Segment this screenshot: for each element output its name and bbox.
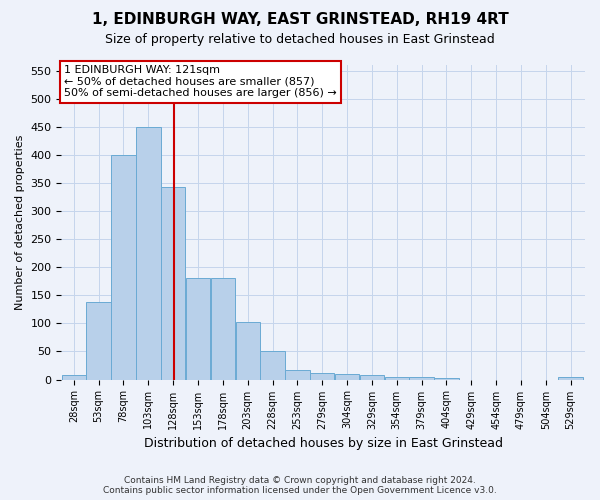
Text: Size of property relative to detached houses in East Grinstead: Size of property relative to detached ho… xyxy=(105,32,495,46)
Bar xyxy=(310,373,334,380)
Bar xyxy=(434,378,458,380)
Bar xyxy=(236,322,260,380)
Text: Contains HM Land Registry data © Crown copyright and database right 2024.
Contai: Contains HM Land Registry data © Crown c… xyxy=(103,476,497,495)
Bar xyxy=(62,375,86,380)
Bar xyxy=(112,155,136,380)
Bar xyxy=(186,278,210,380)
Text: 1 EDINBURGH WAY: 121sqm
← 50% of detached houses are smaller (857)
50% of semi-d: 1 EDINBURGH WAY: 121sqm ← 50% of detache… xyxy=(64,65,337,98)
Text: 1, EDINBURGH WAY, EAST GRINSTEAD, RH19 4RT: 1, EDINBURGH WAY, EAST GRINSTEAD, RH19 4… xyxy=(92,12,508,28)
Bar xyxy=(559,378,583,380)
Bar xyxy=(285,370,310,380)
Bar xyxy=(86,302,111,380)
Y-axis label: Number of detached properties: Number of detached properties xyxy=(15,134,25,310)
Bar xyxy=(260,352,285,380)
Bar xyxy=(335,374,359,380)
X-axis label: Distribution of detached houses by size in East Grinstead: Distribution of detached houses by size … xyxy=(144,437,503,450)
Bar xyxy=(211,278,235,380)
Bar xyxy=(409,378,434,380)
Bar xyxy=(136,127,161,380)
Bar xyxy=(360,375,384,380)
Bar xyxy=(385,378,409,380)
Bar xyxy=(161,188,185,380)
